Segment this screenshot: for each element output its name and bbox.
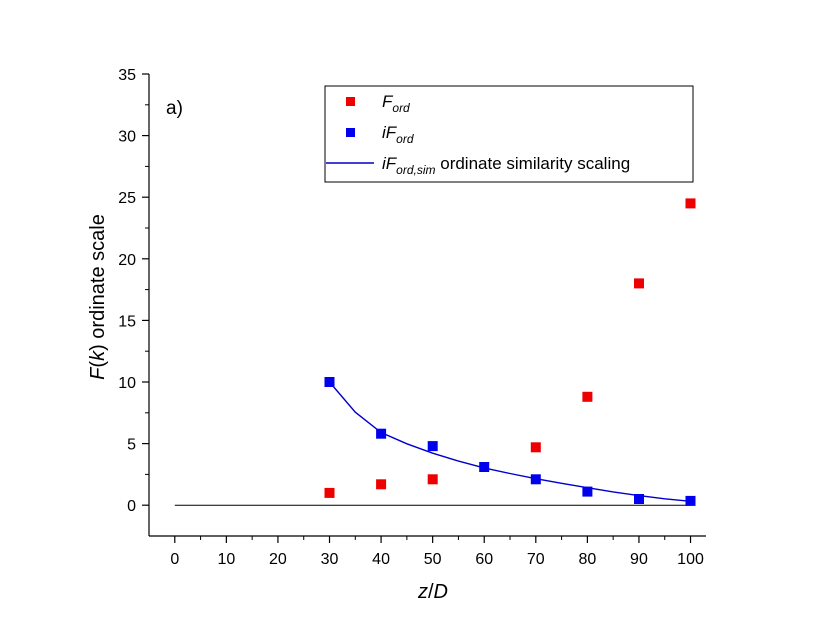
legend-box — [324, 85, 694, 183]
x-axis-title: z/D — [417, 581, 448, 603]
if-ord-point — [582, 486, 593, 497]
y-tick-label: 30 — [118, 129, 136, 146]
if-ord-point — [685, 495, 696, 506]
x-tick-label: 100 — [677, 551, 704, 568]
f-ord-point — [376, 479, 387, 490]
legend: Ford iFord iFord,sim ordinate similarity… — [324, 85, 694, 183]
x-tick-label: 0 — [170, 551, 179, 568]
legend-f-ord-base: F — [382, 92, 394, 111]
y-axis-title-rest: ordinate scale — [87, 214, 109, 344]
y-tick-label: 10 — [118, 375, 136, 392]
if-ord-point — [479, 462, 490, 472]
x-tick-label: 10 — [217, 551, 235, 568]
if-ord-point — [530, 474, 541, 485]
x-axis-title-z: z — [417, 581, 428, 603]
x-tick-label: 90 — [630, 551, 648, 568]
x-ticks: 0 10 20 30 40 50 60 70 80 90 100 — [170, 536, 704, 568]
x-tick-label: 40 — [372, 551, 390, 568]
if-ord-point — [427, 441, 438, 452]
f-ord-point — [530, 442, 541, 453]
y-tick-label: 15 — [118, 313, 136, 330]
f-ord-point — [427, 474, 438, 485]
y-tick-label: 35 — [118, 67, 136, 84]
y-tick-label: 0 — [127, 498, 136, 515]
y-axis-title-open: ( — [87, 361, 109, 368]
y-axis-title: F(k) ordinate scale — [87, 214, 109, 380]
f-ord-point — [685, 198, 696, 209]
y-tick-label: 20 — [118, 252, 136, 269]
legend-marker-if-ord — [346, 128, 355, 137]
if-ord-point — [376, 428, 387, 439]
legend-if-ord-base: iF — [382, 123, 398, 142]
x-axis-title-d: D — [434, 581, 448, 603]
y-tick-label: 5 — [127, 437, 136, 454]
if-ord-point — [324, 377, 335, 387]
x-tick-label: 80 — [578, 551, 596, 568]
similarity-fit-line — [328, 381, 691, 502]
legend-marker-f-ord — [346, 97, 355, 106]
x-tick-label: 60 — [475, 551, 493, 568]
marker-layer — [324, 198, 696, 506]
legend-label-f-ord: Ford — [382, 92, 410, 115]
x-axis-title-sep: / — [428, 581, 434, 603]
legend-if-ord-sim-base: iF — [382, 154, 398, 173]
x-tick-label: 70 — [527, 551, 545, 568]
f-ord-point — [582, 391, 593, 402]
panel-label: a) — [166, 98, 183, 119]
legend-if-ord-sub: ord — [396, 132, 414, 146]
y-tick-label: 25 — [118, 190, 136, 207]
f-ord-point — [634, 278, 644, 289]
legend-if-ord-sim-rest: ordinate similarity scaling — [436, 154, 631, 173]
fit-line-layer — [328, 381, 691, 502]
y-axis-title-close: ) — [87, 344, 109, 351]
y-ticks: 0 5 10 15 20 25 30 35 — [118, 67, 149, 515]
legend-label-if-ord: iFord — [382, 123, 414, 146]
x-tick-label: 50 — [424, 551, 442, 568]
y-axis-title-f: F — [87, 366, 109, 380]
legend-f-ord-sub: ord — [392, 101, 410, 115]
x-tick-label: 20 — [269, 551, 287, 568]
legend-label-if-ord-sim: iFord,sim ordinate similarity scaling — [382, 154, 630, 177]
if-ord-point — [634, 494, 644, 504]
legend-if-ord-sim-sub: ord,sim — [396, 163, 435, 177]
f-ord-point — [324, 487, 335, 498]
y-axis-title-k: k — [87, 350, 109, 361]
x-tick-label: 30 — [321, 551, 339, 568]
